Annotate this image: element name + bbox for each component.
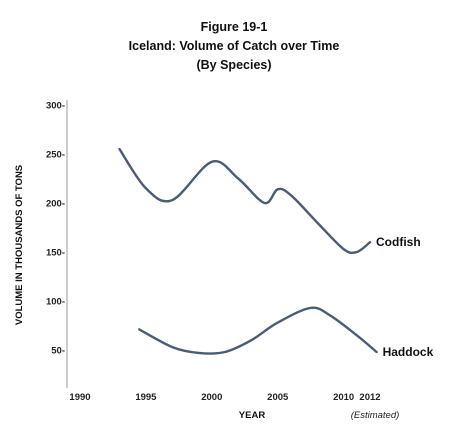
chart-subtitle: Iceland: Volume of Catch over Time	[129, 39, 340, 53]
series-line-codfish	[118, 147, 372, 255]
x-axis-ticks: 1990 1995 2000 2005 2010 2012	[69, 392, 380, 403]
y-tick-label: 250-	[46, 150, 65, 161]
x-axis-label: YEAR	[239, 410, 266, 421]
series-line-haddock	[138, 306, 378, 355]
x-tick-label: 2010	[333, 392, 354, 403]
x-tick-label: 1995	[135, 392, 157, 403]
x-tick-label: 1990	[69, 392, 90, 403]
y-tick-label: 300-	[46, 101, 65, 112]
estimated-note: (Estimated)	[351, 410, 400, 421]
x-tick-label: 2012	[359, 392, 380, 403]
y-tick-label: 100-	[46, 297, 65, 308]
x-tick-label: 2000	[201, 392, 222, 403]
y-tick-label: 200-	[46, 199, 65, 210]
chart-title: Figure 19-1	[201, 20, 268, 34]
x-tick-label: 2005	[267, 392, 289, 403]
y-tick-label: 150-	[46, 248, 65, 259]
y-tick-label: 50-	[51, 346, 65, 357]
y-axis-ticks: 50- 100- 150- 200- 250- 300-	[46, 101, 65, 357]
series-label-codfish: Codfish	[376, 235, 421, 249]
series-layer: Codfish Haddock	[118, 147, 434, 359]
y-axis-label: VOLUME IN THOUSANDS OF TONS	[14, 165, 25, 325]
chart-subtitle-species: (By Species)	[196, 58, 271, 72]
series-label-haddock: Haddock	[383, 345, 434, 359]
